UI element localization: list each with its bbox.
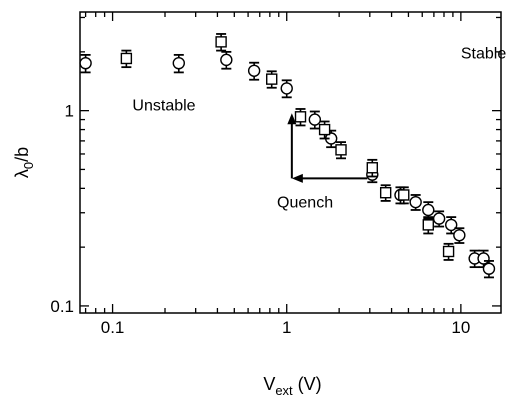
square-point: [422, 216, 434, 235]
square-marker: [379, 187, 392, 199]
labels-layer: 0.1 1 10 0.1 1 Vext (V) λ0/b: [12, 102, 470, 398]
quench-arrow: [287, 113, 297, 179]
circle-marker: [247, 64, 261, 77]
square-marker: [215, 36, 227, 48]
square-marker: [335, 144, 347, 156]
circle-point: [422, 201, 435, 220]
circle-marker: [453, 229, 466, 242]
circle-point: [468, 249, 481, 269]
circle-marker: [308, 113, 322, 126]
arrow-layer: [287, 113, 368, 183]
y-tick-label: 1: [65, 102, 74, 121]
arrow-head: [287, 113, 297, 125]
circle-marker: [172, 56, 185, 70]
square-point: [379, 184, 392, 202]
circle-marker: [280, 82, 293, 95]
square-marker: [266, 73, 278, 85]
marks-layer: [79, 33, 496, 279]
circle-point: [445, 216, 458, 235]
square-point: [318, 120, 331, 140]
square-marker: [442, 245, 455, 258]
circle-marker: [477, 252, 490, 265]
circle-marker: [220, 53, 233, 67]
square-marker: [398, 189, 410, 201]
square-point: [366, 158, 378, 178]
square-point: [215, 33, 227, 52]
x-tick-label: 0.1: [101, 318, 125, 337]
annot-layer: Unstable Stable Quench: [132, 45, 506, 211]
x-tick-label: 1: [282, 318, 291, 337]
circle-point: [432, 210, 446, 228]
square-marker: [294, 111, 307, 123]
square-point: [398, 186, 410, 205]
arrow-head: [291, 173, 303, 183]
circle-marker: [482, 262, 496, 275]
circle-point: [409, 194, 422, 211]
circle-marker: [409, 195, 422, 209]
square-marker: [318, 123, 331, 136]
circle-marker: [422, 203, 435, 217]
x-tick-label: 10: [451, 318, 470, 337]
square-point: [266, 70, 278, 89]
quench-arrow: [291, 173, 368, 183]
circle-marker: [445, 218, 458, 232]
annotation-quench: Quench: [277, 194, 333, 211]
circle-point: [482, 260, 496, 279]
circle-marker: [432, 212, 446, 225]
x-axis-label: Vext (V): [263, 374, 321, 398]
square-marker: [120, 52, 133, 65]
plot-frame: [79, 11, 502, 314]
square-point: [335, 141, 347, 160]
circle-point: [280, 79, 293, 99]
y-tick-label: 0.1: [50, 297, 74, 316]
circle-point: [247, 61, 261, 81]
square-marker: [422, 219, 434, 231]
circle-point: [453, 227, 466, 244]
circle-point: [220, 50, 233, 70]
annotation-stable: Stable: [461, 45, 506, 62]
square-point: [442, 242, 455, 261]
y-axis-label: λ0/b: [12, 147, 36, 178]
circle-point: [172, 53, 185, 74]
annotation-unstable: Unstable: [132, 98, 195, 115]
ticks-layer: [80, 12, 501, 313]
circle-point: [308, 110, 322, 130]
square-point: [120, 49, 133, 69]
square-point: [294, 108, 307, 127]
circle-point: [79, 53, 92, 74]
square-marker: [366, 162, 378, 174]
circle-marker: [79, 56, 92, 70]
